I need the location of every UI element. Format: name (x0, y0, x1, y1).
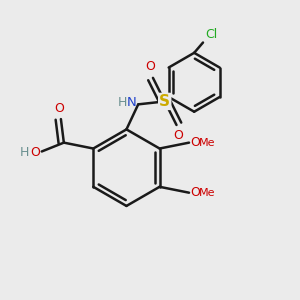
Text: H: H (20, 146, 29, 159)
Text: Me: Me (199, 138, 215, 148)
Text: O: O (30, 146, 40, 159)
Text: O: O (146, 60, 155, 74)
Text: Cl: Cl (206, 28, 218, 41)
Text: O: O (173, 129, 183, 142)
Text: O: O (190, 186, 200, 199)
Text: Me: Me (199, 188, 215, 198)
Text: O: O (55, 102, 64, 115)
Text: O: O (190, 136, 200, 149)
Text: H: H (118, 96, 127, 110)
Text: N: N (127, 96, 137, 110)
Text: S: S (159, 94, 170, 109)
